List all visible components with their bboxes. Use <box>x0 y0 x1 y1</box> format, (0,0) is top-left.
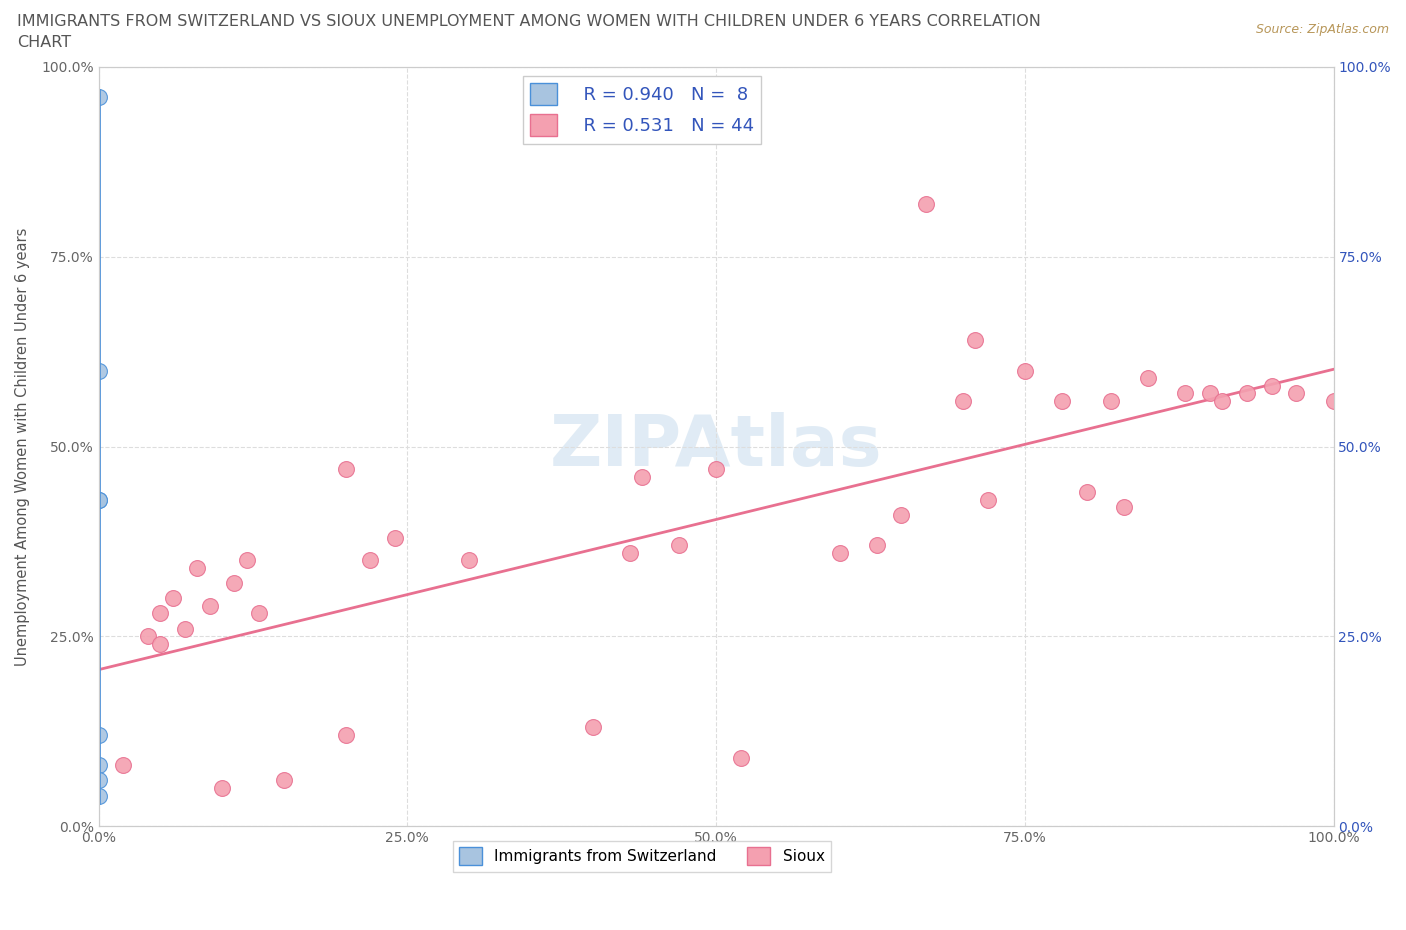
Point <box>149 636 172 651</box>
Point <box>112 758 135 773</box>
Point <box>1099 393 1122 408</box>
Point <box>1112 499 1135 514</box>
Point <box>965 333 987 348</box>
Point <box>458 553 481 568</box>
Point <box>1050 393 1073 408</box>
Point <box>162 591 184 605</box>
Point <box>87 363 110 378</box>
Point <box>247 606 270 621</box>
Point <box>952 393 974 408</box>
Point <box>865 538 887 552</box>
Point <box>890 508 912 523</box>
Text: IMMIGRANTS FROM SWITZERLAND VS SIOUX UNEMPLOYMENT AMONG WOMEN WITH CHILDREN UNDE: IMMIGRANTS FROM SWITZERLAND VS SIOUX UNE… <box>17 14 1040 29</box>
Point <box>1322 393 1344 408</box>
Point <box>236 553 259 568</box>
Point <box>87 789 110 804</box>
Point <box>828 545 851 560</box>
Point <box>87 492 110 507</box>
Point <box>384 530 406 545</box>
Point <box>273 773 295 788</box>
Point <box>977 492 1000 507</box>
Point <box>186 561 208 576</box>
Point <box>335 727 357 742</box>
Point <box>1137 371 1160 386</box>
Point <box>224 576 246 591</box>
Point <box>211 780 233 795</box>
Point <box>87 758 110 773</box>
Legend: Immigrants from Switzerland, Sioux: Immigrants from Switzerland, Sioux <box>453 841 831 871</box>
Point <box>581 720 603 735</box>
Point <box>335 462 357 477</box>
Point <box>87 90 110 105</box>
Point <box>1211 393 1233 408</box>
Text: ZIPAtlas: ZIPAtlas <box>550 412 883 481</box>
Point <box>198 599 221 614</box>
Point <box>619 545 641 560</box>
Point <box>87 773 110 788</box>
Y-axis label: Unemployment Among Women with Children Under 6 years: Unemployment Among Women with Children U… <box>15 227 30 666</box>
Point <box>87 492 110 507</box>
Text: Source: ZipAtlas.com: Source: ZipAtlas.com <box>1256 23 1389 36</box>
Point <box>704 462 727 477</box>
Point <box>1174 386 1197 401</box>
Point <box>631 470 654 485</box>
Point <box>136 629 159 644</box>
Point <box>1285 386 1308 401</box>
Point <box>1261 379 1284 393</box>
Point <box>149 606 172 621</box>
Point <box>730 751 752 765</box>
Point <box>1076 485 1098 499</box>
Point <box>174 621 197 636</box>
Point <box>1199 386 1222 401</box>
Point <box>87 727 110 742</box>
Point <box>915 196 938 211</box>
Point <box>1014 363 1036 378</box>
Point <box>1236 386 1258 401</box>
Text: CHART: CHART <box>17 35 70 50</box>
Point <box>359 553 381 568</box>
Point <box>668 538 690 552</box>
